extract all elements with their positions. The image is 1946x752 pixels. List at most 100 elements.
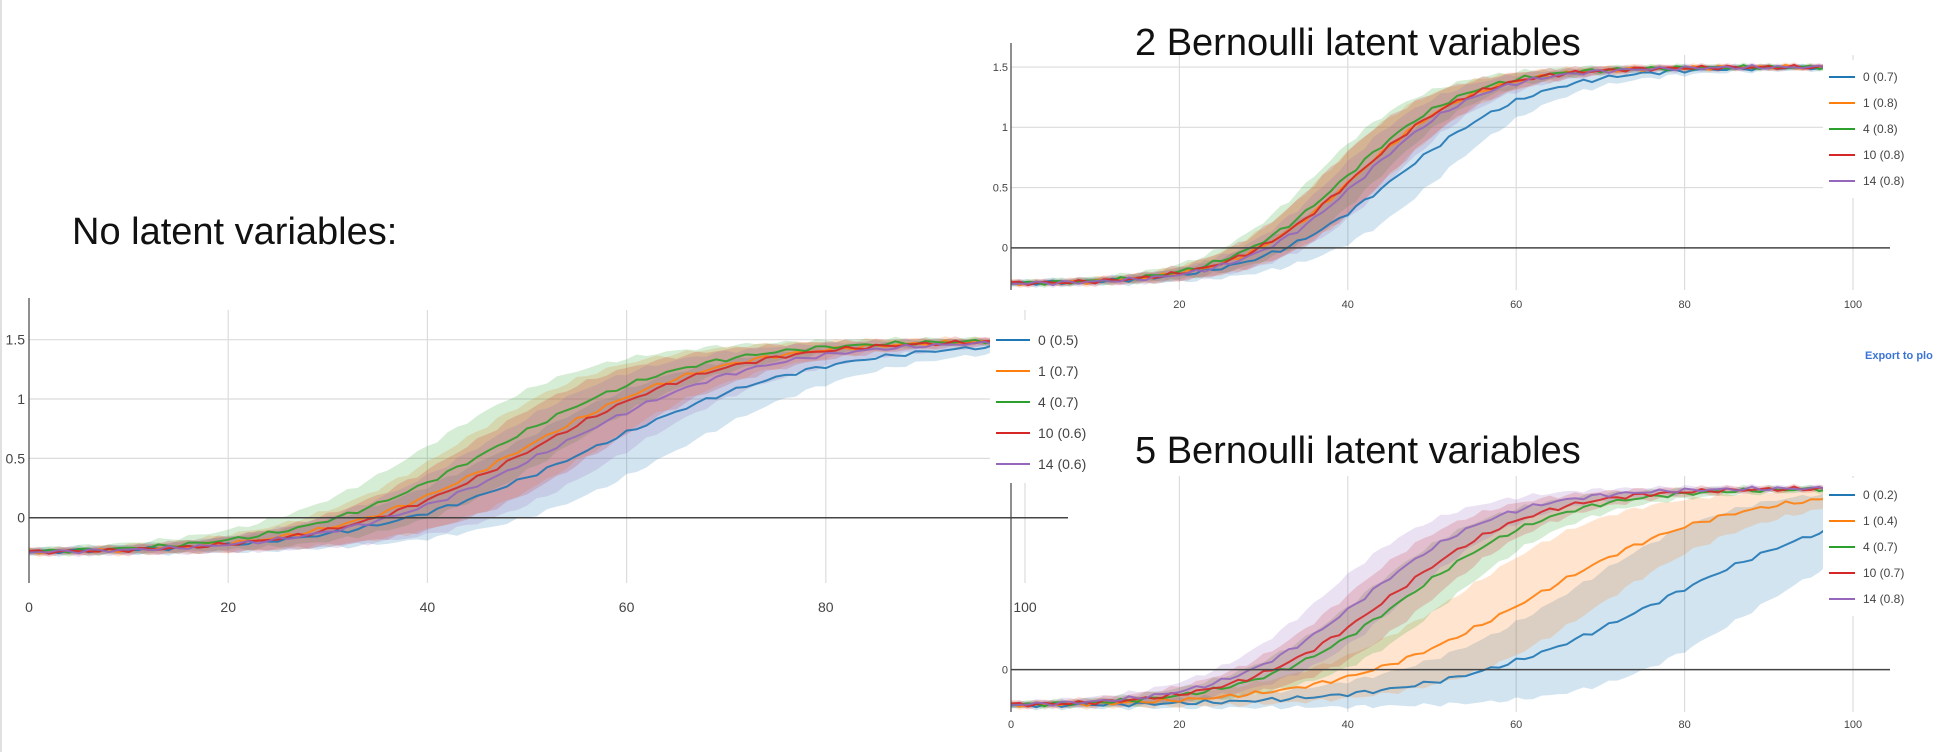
legend-label: 4 (0.7) (1863, 540, 1898, 554)
legend-label: 10 (0.8) (1863, 148, 1905, 162)
legend-2-bernoulli: 0 (0.7) 1 (0.8) 4 (0.8) 10 (0.8) 14 (0.8) (1823, 60, 1911, 198)
legend-label: 4 (0.8) (1863, 122, 1898, 136)
legend-label: 0 (0.2) (1863, 488, 1898, 502)
legend-item[interactable]: 4 (0.8) (1829, 116, 1904, 142)
x-tick-label: 80 (818, 599, 834, 615)
legend-swatch (996, 431, 1030, 434)
legend-swatch (996, 338, 1030, 341)
x-tick-label: 0 (1008, 719, 1014, 731)
legend-label: 0 (0.7) (1863, 70, 1898, 84)
legend-item[interactable]: 10 (0.7) (1829, 560, 1904, 586)
y-tick-label: 0 (1002, 243, 1008, 255)
export-to-plotly-link[interactable]: Export to plo (1865, 350, 1933, 362)
x-tick-label: 40 (1342, 719, 1354, 731)
legend-item[interactable]: 4 (0.7) (996, 386, 1086, 417)
x-tick-label: 20 (220, 599, 236, 615)
line-series-4 (1010, 63, 1854, 287)
legend-swatch (1829, 102, 1855, 104)
y-tick-label: 0.5 (993, 182, 1008, 194)
line-series-3 (1010, 485, 1854, 708)
legend-item[interactable]: 0 (0.5) (996, 324, 1086, 355)
legend-swatch (1829, 494, 1855, 496)
legend-item[interactable]: 4 (0.7) (1829, 534, 1904, 560)
x-tick-label: 20 (1173, 719, 1185, 731)
legend-label: 1 (0.4) (1863, 514, 1898, 528)
band-series-3 (1011, 483, 1853, 710)
legend-label: 14 (0.8) (1863, 174, 1905, 188)
legend-item[interactable]: 1 (0.4) (1829, 508, 1904, 534)
line-series-2 (28, 337, 1026, 554)
line-series-0 (1010, 521, 1854, 709)
x-tick-label: 60 (1510, 299, 1522, 311)
window-left-edge (0, 0, 2, 752)
legend-label: 0 (0.5) (1038, 331, 1079, 348)
legend-item[interactable]: 14 (0.8) (1829, 586, 1904, 612)
chart-title-5-bernoulli: 5 Bernoulli latent variables (1135, 430, 1581, 472)
legend-swatch (996, 400, 1030, 403)
line-series-4 (28, 339, 1026, 555)
x-tick-label: 40 (1342, 299, 1354, 311)
y-tick-label: 1 (17, 391, 25, 407)
chart-title-2-bernoulli: 2 Bernoulli latent variables (1135, 22, 1581, 64)
x-tick-label: 0 (25, 599, 33, 615)
legend-label: 4 (0.7) (1038, 393, 1079, 410)
x-tick-label: 100 (1844, 299, 1862, 311)
legend-label: 10 (0.7) (1863, 566, 1905, 580)
band-series-0 (1011, 62, 1853, 288)
chart-title-no-latent: No latent variables: (72, 211, 398, 253)
x-tick-label: 20 (1173, 299, 1185, 311)
legend-item[interactable]: 0 (0.2) (1829, 482, 1904, 508)
legend-swatch (996, 369, 1030, 372)
y-tick-label: 0 (17, 510, 25, 526)
x-tick-label: 40 (420, 599, 436, 615)
confidence-bands (1011, 483, 1853, 711)
legend-swatch (1829, 128, 1855, 130)
band-series-2 (1011, 483, 1853, 710)
legend-swatch (1829, 180, 1855, 182)
series-lines (28, 337, 1026, 555)
legend-5-bernoulli: 0 (0.2) 1 (0.4) 4 (0.7) 10 (0.7) 14 (0.8) (1823, 478, 1911, 616)
y-tick-label: 1.5 (6, 332, 26, 348)
legend-item[interactable]: 1 (0.7) (996, 355, 1086, 386)
legend-label: 1 (0.8) (1863, 96, 1898, 110)
legend-swatch (1829, 154, 1855, 156)
x-tick-label: 80 (1678, 719, 1690, 731)
x-tick-label: 100 (1013, 599, 1037, 615)
band-series-1 (1011, 486, 1853, 711)
legend-swatch (1829, 520, 1855, 522)
grid (29, 310, 1068, 583)
legend-item[interactable]: 1 (0.8) (1829, 90, 1904, 116)
legend-swatch (1829, 572, 1855, 574)
legend-swatch (1829, 76, 1855, 78)
legend-label: 14 (0.6) (1038, 455, 1087, 472)
band-series-0 (1011, 490, 1853, 711)
legend-label: 1 (0.7) (1038, 362, 1079, 379)
line-series-1 (1010, 493, 1854, 708)
x-tick-label: 60 (619, 599, 635, 615)
x-tick-label: 80 (1678, 299, 1690, 311)
y-tick-label: 0 (1002, 664, 1008, 676)
legend-item[interactable]: 14 (0.8) (1829, 168, 1904, 194)
y-tick-label: 1.5 (993, 62, 1008, 74)
band-series-4 (1011, 483, 1853, 710)
legend-swatch (1829, 546, 1855, 548)
y-tick-label: 0.5 (6, 450, 26, 466)
y-tick-label: 1 (1002, 122, 1008, 134)
line-series-4 (1010, 485, 1854, 707)
x-tick-label: 60 (1510, 719, 1522, 731)
legend-item[interactable]: 14 (0.6) (996, 448, 1086, 479)
legend-item[interactable]: 0 (0.7) (1829, 64, 1904, 90)
legend-item[interactable]: 10 (0.6) (996, 417, 1086, 448)
legend-swatch (1829, 598, 1855, 600)
series-lines (1010, 485, 1854, 709)
series-lines (1010, 63, 1854, 287)
x-tick-label: 100 (1844, 719, 1862, 731)
legend-item[interactable]: 10 (0.8) (1829, 142, 1904, 168)
legend-label: 14 (0.8) (1863, 592, 1905, 606)
legend-label: 10 (0.6) (1038, 424, 1087, 441)
legend-no-latent: 0 (0.5) 1 (0.7) 4 (0.7) 10 (0.6) 14 (0.6) (990, 320, 1093, 483)
legend-swatch (996, 462, 1030, 465)
